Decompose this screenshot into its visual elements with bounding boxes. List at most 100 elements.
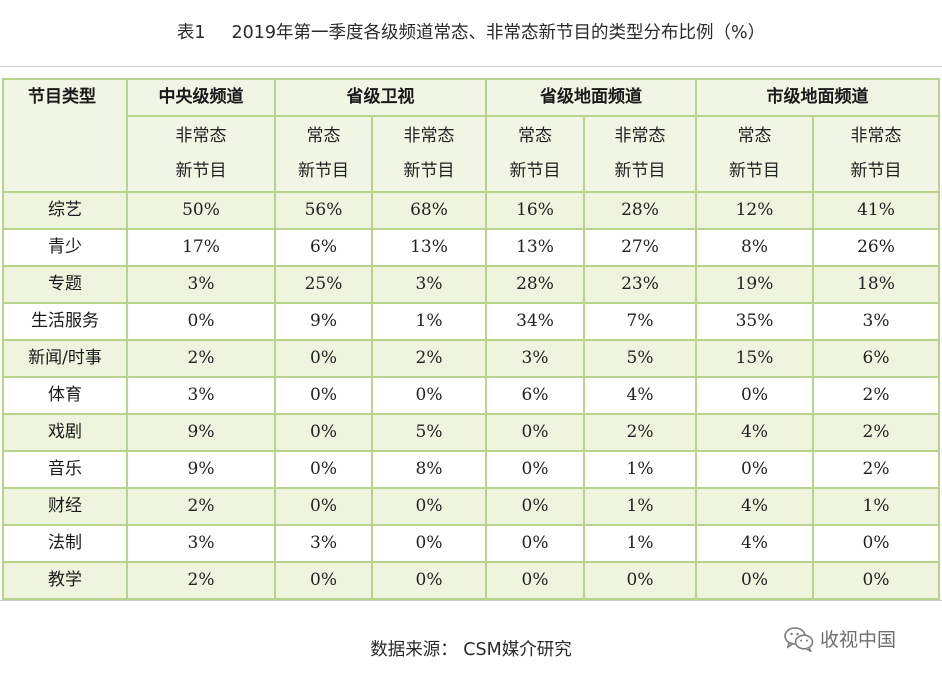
value-cell: 0%: [695, 561, 814, 600]
value-cell: 3%: [812, 302, 940, 341]
value-cell: 0%: [126, 302, 276, 341]
top-divider: [0, 66, 942, 67]
value-cell: 0%: [274, 561, 373, 600]
row-category: 音乐: [2, 450, 128, 489]
table-row: 新闻/时事 2% 0% 2% 3% 5% 15% 6%: [2, 339, 940, 378]
subheader-line: 非常态: [403, 126, 455, 146]
value-cell: 7%: [583, 302, 697, 341]
row-category: 生活服务: [2, 302, 128, 341]
subheader-line: 非常态: [850, 126, 902, 146]
value-cell: 0%: [371, 561, 487, 600]
value-cell: 13%: [371, 228, 487, 267]
row-category: 法制: [2, 524, 128, 563]
value-cell: 41%: [812, 191, 940, 230]
wechat-icon: [784, 626, 814, 652]
value-cell: 0%: [812, 524, 940, 563]
value-cell: 4%: [695, 413, 814, 452]
header-row-types: 非常态 新节目 常态 新节目 非常态 新节目 常态 新节目 非常态 新节目 常态 新节目 非常态 新节目: [3, 115, 940, 193]
value-cell: 0%: [695, 376, 814, 415]
value-cell: 4%: [695, 487, 814, 526]
value-cell: 8%: [371, 450, 487, 489]
value-cell: 9%: [126, 413, 276, 452]
value-cell: 9%: [126, 450, 276, 489]
table-caption: 表1 2019年第一季度各级频道常态、非常态新节目的类型分布比例（%）: [0, 19, 942, 44]
value-cell: 0%: [485, 450, 585, 489]
value-cell: 50%: [126, 191, 276, 230]
subheader-line: 常态: [518, 126, 552, 146]
group-header: 中央级频道: [126, 78, 276, 117]
table-row: 财经 2% 0% 0% 0% 1% 4% 1%: [2, 487, 940, 526]
value-cell: 56%: [274, 191, 373, 230]
value-cell: 0%: [274, 413, 373, 452]
subheader-line: 新节目: [729, 161, 780, 181]
row-category: 综艺: [2, 191, 128, 230]
value-cell: 0%: [274, 487, 373, 526]
value-cell: 23%: [583, 265, 697, 304]
subheader-cell: 非常态 新节目: [812, 115, 940, 193]
value-cell: 17%: [126, 228, 276, 267]
value-cell: 25%: [274, 265, 373, 304]
data-table: 节目类型 中央级频道 省级卫视 省级地面频道 市级地面频道 非常态 新节目 常态 新节…: [2, 78, 940, 600]
value-cell: 2%: [583, 413, 697, 452]
row-category: 体育: [2, 376, 128, 415]
value-cell: 13%: [485, 228, 585, 267]
subheader-line: 新节目: [850, 161, 902, 181]
table-row: 音乐 9% 0% 8% 0% 1% 0% 2%: [2, 450, 940, 489]
value-cell: 0%: [371, 487, 487, 526]
subheader-cell: 常态 新节目: [695, 115, 814, 193]
value-cell: 0%: [485, 413, 585, 452]
value-cell: 18%: [812, 265, 940, 304]
value-cell: 1%: [583, 450, 697, 489]
value-cell: 2%: [371, 339, 487, 378]
subheader-line: 常态: [737, 126, 772, 146]
value-cell: 3%: [126, 376, 276, 415]
group-header: 省级地面频道: [485, 78, 697, 117]
value-cell: 0%: [583, 561, 697, 600]
subheader-line: 新节目: [509, 161, 561, 181]
value-cell: 3%: [371, 265, 487, 304]
value-cell: 0%: [485, 487, 585, 526]
subheader-line: 常态: [306, 126, 341, 146]
value-cell: 3%: [126, 265, 276, 304]
value-cell: 28%: [583, 191, 697, 230]
value-cell: 1%: [583, 487, 697, 526]
value-cell: 2%: [126, 561, 276, 600]
value-cell: 0%: [812, 561, 940, 600]
row-category: 财经: [2, 487, 128, 526]
table-number: 表1: [176, 23, 206, 43]
value-cell: 1%: [812, 487, 940, 526]
subheader-line: 新节目: [298, 161, 349, 181]
table-row: 青少 17% 6% 13% 13% 27% 8% 26%: [2, 228, 940, 267]
subheader-line: 新节目: [403, 161, 455, 181]
row-category: 戏剧: [2, 413, 128, 452]
subheader-line: 非常态: [175, 126, 227, 146]
corner-header: 节目类型: [2, 78, 128, 193]
value-cell: 19%: [695, 265, 814, 304]
value-cell: 8%: [695, 228, 814, 267]
value-cell: 0%: [274, 376, 373, 415]
table-row: 专题 3% 25% 3% 28% 23% 19% 18%: [2, 265, 940, 304]
value-cell: 9%: [274, 302, 373, 341]
subheader-cell: 常态 新节目: [274, 115, 373, 193]
value-cell: 3%: [274, 524, 373, 563]
value-cell: 6%: [485, 376, 585, 415]
value-cell: 12%: [695, 191, 814, 230]
value-cell: 4%: [695, 524, 814, 563]
value-cell: 26%: [812, 228, 940, 267]
value-cell: 6%: [812, 339, 940, 378]
row-category: 专题: [2, 265, 128, 304]
table-title: 2019年第一季度各级频道常态、非常态新节目的类型分布比例（%）: [231, 23, 766, 43]
watermark: 收视中国: [784, 625, 896, 652]
value-cell: 27%: [583, 228, 697, 267]
subheader-line: 非常态: [614, 126, 666, 146]
value-cell: 28%: [485, 265, 585, 304]
group-header: 市级地面频道: [695, 78, 940, 117]
row-category: 青少: [2, 228, 128, 267]
value-cell: 3%: [126, 524, 276, 563]
value-cell: 1%: [371, 302, 487, 341]
value-cell: 1%: [583, 524, 697, 563]
table-row: 法制 3% 3% 0% 0% 1% 4% 0%: [2, 524, 940, 563]
table-row: 戏剧 9% 0% 5% 0% 2% 4% 2%: [2, 413, 940, 452]
group-header: 省级卫视: [274, 78, 487, 117]
value-cell: 2%: [812, 450, 940, 489]
